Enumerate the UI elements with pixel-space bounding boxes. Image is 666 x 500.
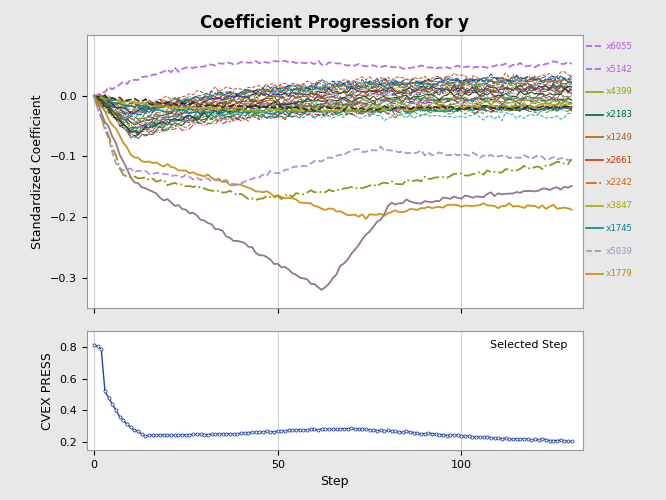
Text: Selected Step: Selected Step (490, 340, 568, 349)
Text: x4399: x4399 (605, 88, 632, 96)
Text: x3847: x3847 (605, 201, 632, 210)
Y-axis label: CVEX PRESS: CVEX PRESS (41, 352, 53, 430)
Text: x1779: x1779 (605, 270, 632, 278)
Y-axis label: Standardized Coefficient: Standardized Coefficient (31, 94, 44, 248)
Text: x6055: x6055 (605, 42, 632, 51)
Text: x1745: x1745 (605, 224, 632, 233)
Text: x2661: x2661 (605, 156, 632, 164)
X-axis label: Step: Step (320, 476, 349, 488)
Text: x5039: x5039 (605, 246, 632, 256)
Text: x2242: x2242 (605, 178, 632, 188)
Text: x1249: x1249 (605, 133, 632, 142)
Text: x2183: x2183 (605, 110, 632, 119)
Title: Coefficient Progression for y: Coefficient Progression for y (200, 14, 469, 32)
Text: x5142: x5142 (605, 64, 632, 74)
